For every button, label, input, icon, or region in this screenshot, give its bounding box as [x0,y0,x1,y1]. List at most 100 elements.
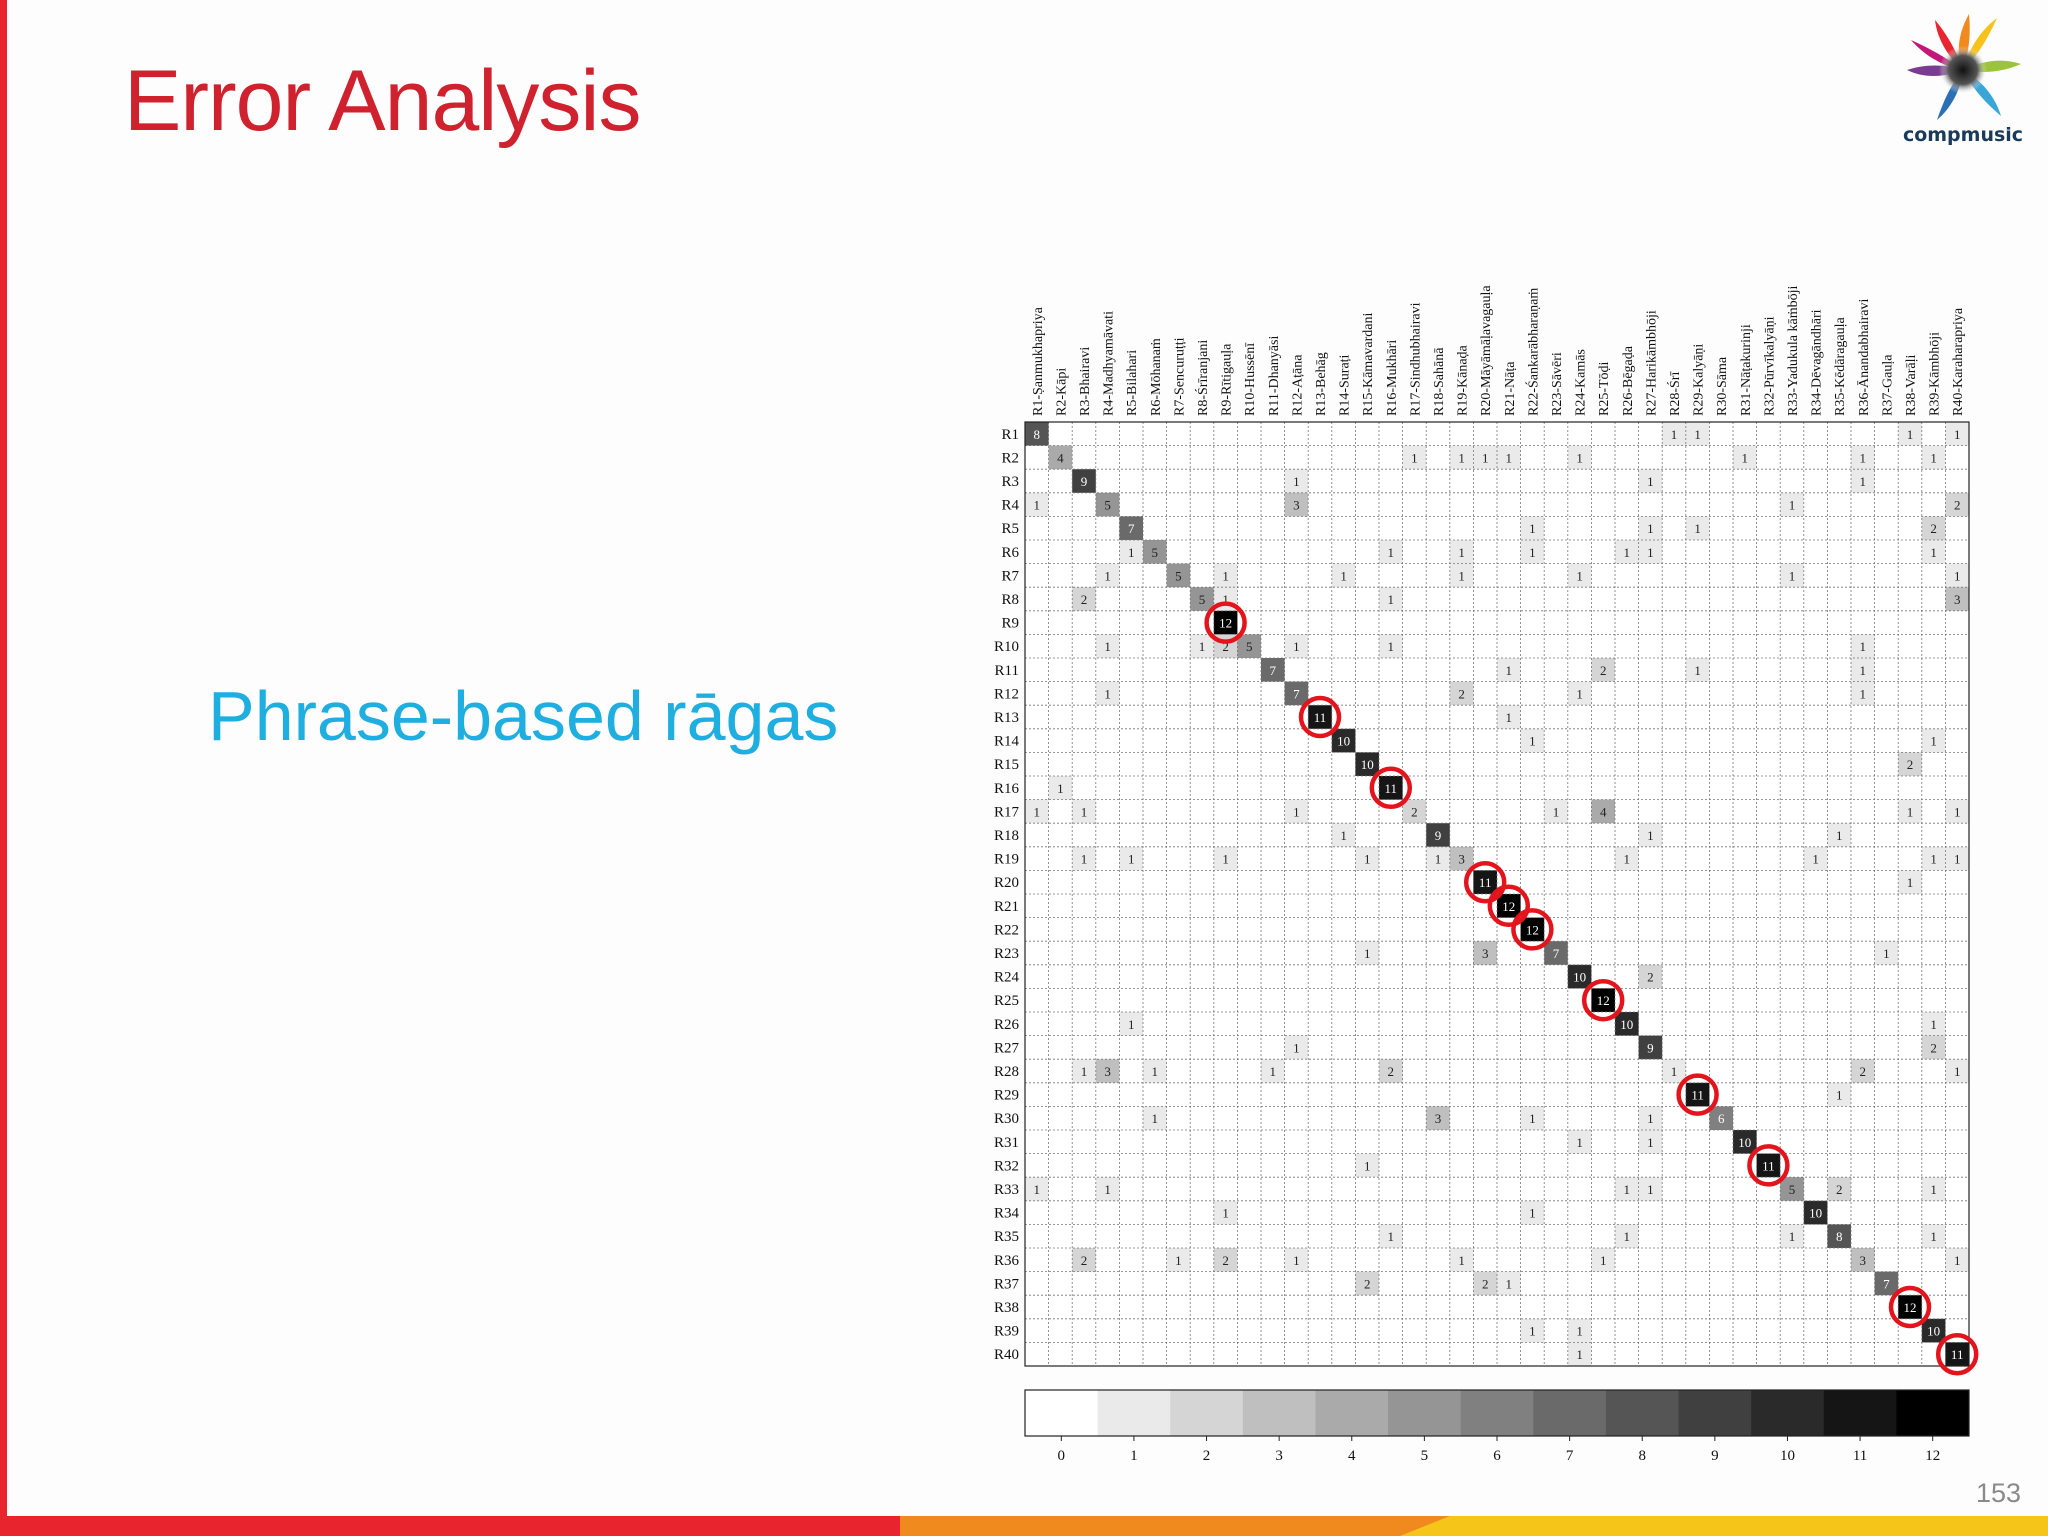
row-label: R36 [994,1253,1020,1269]
cell-value-label: 1 [1506,450,1513,465]
colorbar-tick-label: 6 [1493,1448,1501,1460]
column-label: R35-Kēdāragauḷa [1833,316,1848,416]
matrix-cell [1780,1224,1804,1248]
cell-value-label: 1 [1506,663,1513,678]
cell-value-label: 1 [1647,828,1654,843]
row-label: R9 [1001,616,1019,632]
matrix-cell [1025,1177,1049,1201]
matrix-cell [1213,563,1238,588]
colorbar-tick-label: 10 [1780,1448,1795,1460]
colorbar-tick-label: 1 [1130,1448,1138,1460]
cell-value-label: 1 [1222,852,1229,867]
cell-value-label: 1 [1293,1253,1300,1268]
column-label: R23-Sāvēri [1550,352,1565,416]
cell-value-label: 1 [1034,804,1041,819]
cell-value-label: 9 [1647,1040,1654,1055]
matrix-cell [1355,941,1379,965]
matrix-cell [1143,540,1167,564]
highlight-circle [1298,695,1342,739]
row-label: R35 [994,1229,1019,1245]
matrix-cell [1402,799,1427,824]
matrix-cell [1119,516,1143,540]
matrix-cell [1921,540,1946,564]
cell-value-label: 1 [1860,639,1867,654]
colorbar-segment [1533,1390,1607,1436]
cell-value-label: 7 [1128,521,1135,536]
matrix-cell [1119,540,1143,564]
row-label: R32 [994,1158,1019,1174]
matrix-cell [1945,563,1969,588]
column-label: R30-Sāma [1715,356,1730,416]
cell-value-label: 1 [1576,450,1583,465]
matrix-cell [1567,1342,1592,1366]
row-label: R18 [994,828,1019,844]
matrix-cell [1921,1224,1946,1248]
matrix-cell [1921,516,1946,540]
cell-value-label: 1 [1930,450,1937,465]
cell-value-label: 1 [1482,450,1489,465]
cell-value-label: 2 [1222,639,1229,654]
matrix-cell [1095,563,1120,588]
row-label: R14 [994,734,1020,750]
column-label: R26-Bēgaḍa [1621,345,1636,416]
cell-value-label: 1 [1860,450,1867,465]
row-label: R34 [994,1206,1020,1222]
cell-value-label: 3 [1860,1253,1867,1268]
cell-value-label: 12 [1597,993,1610,1008]
column-label: R20-Māyāmāḷavagauḷa [1479,285,1494,416]
row-label: R2 [1001,450,1019,466]
column-label: R19-Kānaḍa [1456,344,1471,416]
matrix-cell [1945,1059,1969,1083]
row-label: R22 [994,922,1019,938]
slide-subtitle: Phrase-based rāgas [208,677,839,755]
cell-value-label: 1 [1128,1017,1135,1032]
column-label: R2-Kāpi [1054,368,1069,416]
column-label: R10-Hussēnī [1243,342,1258,416]
matrix-cell [1072,1059,1096,1083]
matrix-cell [1497,705,1521,729]
matrix-cell [1945,799,1969,824]
column-label: R7-Sencuruṭṭi [1172,337,1187,416]
matrix-cell [1615,1177,1639,1201]
column-label: R28-Śrī [1666,371,1683,416]
cell-value-label: 11 [1479,875,1492,890]
cell-value-label: 2 [1930,521,1937,536]
matrix-cell [1284,1248,1309,1272]
cell-value-label: 1 [1576,1135,1583,1150]
column-label: R34-Dēvagāndhāri [1810,309,1825,416]
left-accent-bar [0,0,7,1516]
cell-value-label: 11 [1762,1158,1775,1173]
cell-value-label: 3 [1435,1111,1442,1126]
cell-value-label: 5 [1175,568,1182,583]
column-label: R4-Madhyamāvati [1102,311,1117,416]
cell-value-label: 5 [1789,1182,1796,1197]
cell-value-label: 1 [1222,1206,1229,1221]
highlight-circle [1204,601,1247,644]
cell-value-label: 7 [1293,686,1300,701]
column-label: R22-Śankarābharaṇaṁ [1524,288,1541,416]
cell-value-label: 1 [1388,639,1395,654]
matrix-cell [1591,1248,1615,1272]
row-label: R12 [994,686,1019,702]
column-label: R39-Kāmbhōji [1928,332,1943,416]
matrix-cell [1261,1059,1285,1083]
cell-value-label: 3 [1482,946,1489,961]
matrix-cell [1851,681,1875,706]
row-label: R37 [994,1276,1020,1292]
cell-value-label: 1 [1458,1253,1465,1268]
matrix-cell [1520,728,1545,753]
matrix-cell [1072,846,1096,871]
matrix-cell [1449,445,1474,470]
cell-value-label: 2 [1222,1253,1229,1268]
cell-value-label: 1 [1860,663,1867,678]
matrix-cell [1874,1271,1899,1296]
row-label: R13 [994,710,1019,726]
cell-value-label: 1 [1175,1253,1182,1268]
cell-value-label: 1 [1671,1064,1678,1079]
matrix-cell [1520,540,1545,564]
cell-value-label: 2 [1458,686,1465,701]
cell-value-label: 2 [1836,1182,1843,1197]
highlight-circle [1888,1285,1932,1329]
column-label: R36-Ānandabhairavi [1856,298,1872,416]
matrix-cell [1213,610,1238,635]
